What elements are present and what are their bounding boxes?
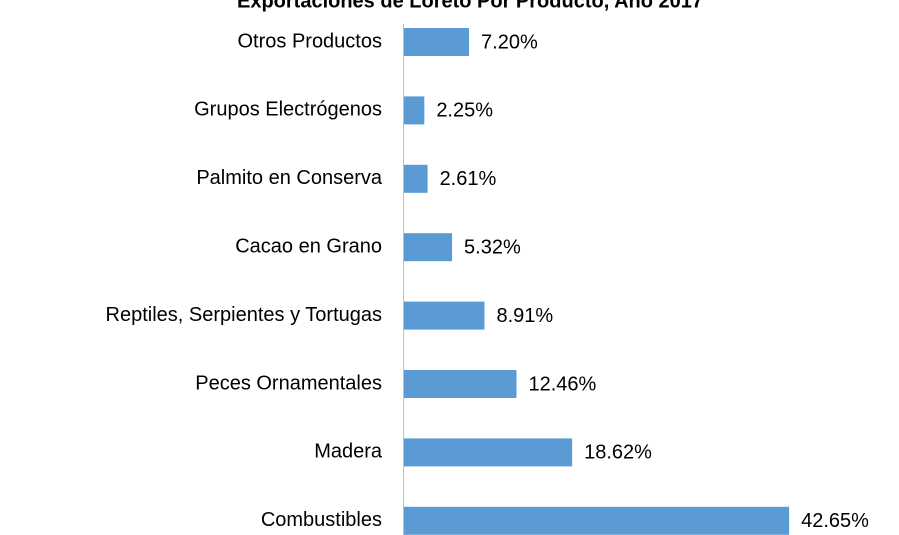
bar xyxy=(404,506,790,535)
category-label: Palmito en Conserva xyxy=(196,167,383,189)
category-label: Peces Ornamentales xyxy=(195,372,382,394)
value-label: 7.20% xyxy=(481,31,538,53)
value-label: 8.91% xyxy=(496,305,553,327)
value-label: 18.62% xyxy=(584,442,652,464)
chart-title: Exportaciones de Loreto Por Producto, Añ… xyxy=(237,0,703,12)
bar xyxy=(404,233,453,262)
value-label: 2.25% xyxy=(436,100,493,122)
bar xyxy=(404,164,428,193)
value-label: 2.61% xyxy=(440,168,497,190)
value-label: 42.65% xyxy=(801,510,869,532)
bar xyxy=(404,28,470,56)
value-label: 12.46% xyxy=(529,373,597,395)
category-label: Combustibles xyxy=(261,509,382,531)
category-label: Grupos Electrógenos xyxy=(194,99,382,121)
category-label: Madera xyxy=(314,441,383,463)
bar xyxy=(404,301,485,330)
bar xyxy=(404,438,573,467)
category-label: Reptiles, Serpientes y Tortugas xyxy=(106,304,382,326)
bar xyxy=(404,370,517,398)
category-label: Cacao en Grano xyxy=(235,235,382,257)
category-label: Otros Productos xyxy=(237,30,382,52)
bar xyxy=(404,96,425,125)
value-label: 5.32% xyxy=(464,236,521,258)
